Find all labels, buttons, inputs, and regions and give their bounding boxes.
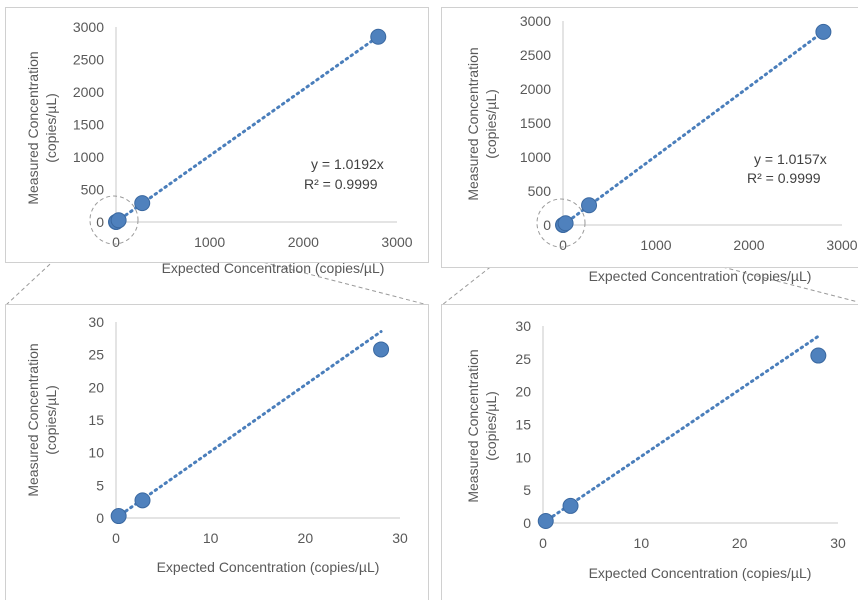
y-axis-title-line1: Measured Concentration: [25, 343, 41, 496]
x-tick-label: 3000: [381, 234, 412, 250]
y-tick-label: 2500: [73, 52, 104, 68]
x-tick-label: 1000: [194, 234, 225, 250]
y-tick-label: 0: [523, 515, 531, 531]
x-tick-label: 1000: [640, 237, 671, 253]
y-axis-title: Measured Concentration (copies/µL): [25, 343, 59, 496]
y-axis-title-line2: (copies/µL): [43, 385, 59, 455]
y-tick-label: 1000: [520, 149, 551, 165]
trendline-equation: y = 1.0157x: [754, 151, 827, 167]
y-tick-label: 30: [515, 318, 531, 334]
trendline: [561, 30, 825, 227]
x-tick-label: 10: [203, 530, 219, 546]
y-axis-title-line1: Measured Concentration: [465, 349, 481, 502]
y-tick-label: 30: [88, 314, 104, 330]
y-axis-title-line1: Measured Concentration: [25, 51, 41, 204]
r-squared-label: R² = 0.9999: [304, 176, 378, 192]
x-axis-title: Expected Concentration (copies/µL): [157, 559, 380, 575]
data-point: [373, 341, 390, 358]
x-tick-label: 0: [112, 234, 120, 250]
chart-frame: [5, 7, 429, 263]
data-point: [134, 492, 151, 509]
y-tick-label: 5: [96, 477, 104, 493]
data-point: [557, 215, 574, 232]
y-tick-label: 500: [81, 182, 105, 198]
y-tick-label: 3000: [73, 19, 104, 35]
y-tick-label: 2000: [73, 84, 104, 100]
y-tick-label: 20: [515, 384, 531, 400]
y-axis-title-line2: (copies/µL): [483, 391, 499, 461]
y-tick-label: 500: [528, 183, 552, 199]
zoom-connector-left: [5, 225, 92, 306]
x-tick-label: 20: [298, 530, 314, 546]
x-axis-title: Expected Concentration (copies/µL): [589, 268, 812, 284]
y-tick-label: 15: [515, 417, 531, 433]
y-tick-label: 20: [88, 379, 104, 395]
chart-frame: [5, 304, 429, 600]
y-tick-label: 10: [515, 449, 531, 465]
trendline: [114, 330, 383, 520]
y-tick-label: 15: [88, 412, 104, 428]
x-tick-label: 3000: [826, 237, 857, 253]
data-point: [110, 212, 127, 229]
y-tick-label: 0: [96, 510, 104, 526]
x-tick-label: 0: [112, 530, 120, 546]
x-tick-label: 30: [830, 535, 846, 551]
x-axis-title: Expected Concentration (copies/µL): [162, 260, 385, 276]
y-tick-label: 0: [96, 214, 104, 230]
y-axis-title-line2: (copies/µL): [43, 93, 59, 163]
y-tick-label: 1000: [73, 149, 104, 165]
x-tick-label: 30: [392, 530, 408, 546]
data-point: [110, 508, 127, 525]
data-point: [562, 497, 579, 514]
panel-top-right: 0 500 1000 1500 2000 2500 3000 0 1000 2000 3000 Exp…: [441, 7, 858, 284]
zoom-indicator-circle: [536, 198, 586, 248]
x-axis-title: Expected Concentration (copies/µL): [589, 565, 812, 581]
y-tick-label: 10: [88, 445, 104, 461]
x-tick-label: 0: [559, 237, 567, 253]
y-axis-title-line2: (copies/µL): [483, 89, 499, 159]
data-point: [815, 23, 832, 40]
y-axis-title: Measured Concentration (copies/µL): [465, 47, 499, 200]
x-tick-label: 0: [539, 535, 547, 551]
y-tick-label: 2500: [520, 47, 551, 63]
y-tick-label: 1500: [73, 117, 104, 133]
data-point: [134, 195, 151, 212]
y-axis-title: Measured Concentration (copies/µL): [25, 51, 59, 204]
y-tick-label: 1500: [520, 115, 551, 131]
x-tick-label: 2000: [733, 237, 764, 253]
r-squared-label: R² = 0.9999: [747, 170, 821, 186]
y-tick-label: 2000: [520, 81, 551, 97]
y-tick-label: 3000: [520, 13, 551, 29]
data-point: [537, 513, 554, 530]
chart-frame: [441, 7, 858, 268]
y-axis-title: Measured Concentration (copies/µL): [465, 349, 499, 502]
y-tick-label: 25: [515, 351, 531, 367]
zoom-connector-right: [586, 231, 858, 303]
x-tick-label: 2000: [288, 234, 319, 250]
panel-bottom-right: 0 5 10 15 20 25 30 0 10 20 30 Expected Concentratio…: [441, 304, 858, 600]
x-tick-label: 20: [732, 535, 748, 551]
y-tick-label: 25: [88, 347, 104, 363]
trendline: [114, 35, 380, 224]
trendline-equation: y = 1.0192x: [311, 156, 384, 172]
y-tick-label: 0: [543, 217, 551, 233]
panel-bottom-left: 0 5 10 15 20 25 30 0 10 20 30 Expected Concentratio…: [5, 304, 429, 600]
panel-top-left: 0 500 1000 1500 2000 2500 3000 0 1000 2000 3000 Exp…: [5, 7, 429, 276]
zoom-indicator-circle: [89, 195, 139, 245]
x-tick-label: 10: [634, 535, 650, 551]
y-axis-title-line1: Measured Concentration: [465, 47, 481, 200]
trendline: [541, 334, 820, 525]
y-tick-label: 5: [523, 482, 531, 498]
data-point: [370, 28, 387, 45]
data-point: [581, 197, 598, 214]
data-point: [810, 347, 827, 364]
